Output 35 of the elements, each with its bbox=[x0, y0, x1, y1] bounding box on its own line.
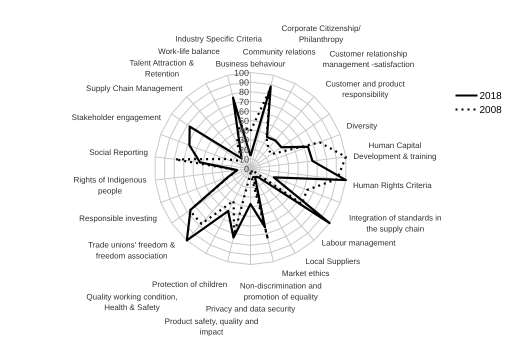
spoke-label: Privacy and data security bbox=[206, 304, 296, 314]
spoke-label: Talent Attraction & Retention bbox=[130, 58, 195, 79]
spoke-label: Local Suppliers bbox=[305, 256, 360, 266]
y-tick-label: 70 bbox=[239, 96, 250, 107]
legend-label: 2018 bbox=[480, 91, 502, 102]
spoke-label: Stakeholder engagement bbox=[72, 113, 162, 122]
spoke-label: Industry Specific Criteria bbox=[175, 34, 263, 44]
y-tick-label: 60 bbox=[239, 106, 250, 116]
spoke-label: Social Reporting bbox=[89, 148, 148, 157]
spoke-label: Human Capital Development & training bbox=[353, 141, 437, 161]
spoke-label: Rights of Indigenous people bbox=[74, 176, 146, 196]
spoke-label: Labour management bbox=[322, 238, 396, 248]
legend-label: 2008 bbox=[480, 105, 502, 116]
spoke-label: Protection of children bbox=[152, 280, 228, 290]
spoke-label: Trade unions' freedom & freedom association bbox=[88, 240, 176, 260]
spoke-label: Community relations bbox=[242, 48, 316, 57]
y-tick-label: 0 bbox=[244, 164, 250, 174]
spoke-label: Supply Chain Management bbox=[86, 84, 184, 93]
spoke-label: Business behaviour bbox=[216, 60, 286, 68]
spoke-label: Non-discrimination and promotion of equality bbox=[240, 281, 322, 302]
spoke-label: Responsible investing bbox=[79, 214, 157, 224]
spoke-label: Product safety, quality and impact bbox=[164, 316, 258, 337]
spoke-label: Market ethics bbox=[282, 269, 330, 278]
y-tick-label: 100 bbox=[234, 68, 250, 78]
y-tick-label: 10 bbox=[239, 154, 250, 164]
spoke-label: Work-life balance bbox=[158, 46, 220, 56]
y-tick-label: 90 bbox=[239, 78, 250, 88]
spoke-label: Quality working condition, Health & Safety bbox=[86, 292, 178, 312]
spoke-label: Diversity bbox=[346, 122, 378, 131]
spoke-label: Corporate Citizenship/ Philanthropy bbox=[282, 24, 362, 44]
y-tick-label: 80 bbox=[239, 87, 250, 98]
spoke-label: Human Rights Criteria bbox=[352, 181, 432, 190]
spoke-label: Integration of standards in the supply chain bbox=[348, 213, 442, 234]
spoke-label: Customer and product responsibility bbox=[326, 79, 406, 100]
spoke-label: Customer relationship management -satisfaction bbox=[322, 49, 414, 70]
